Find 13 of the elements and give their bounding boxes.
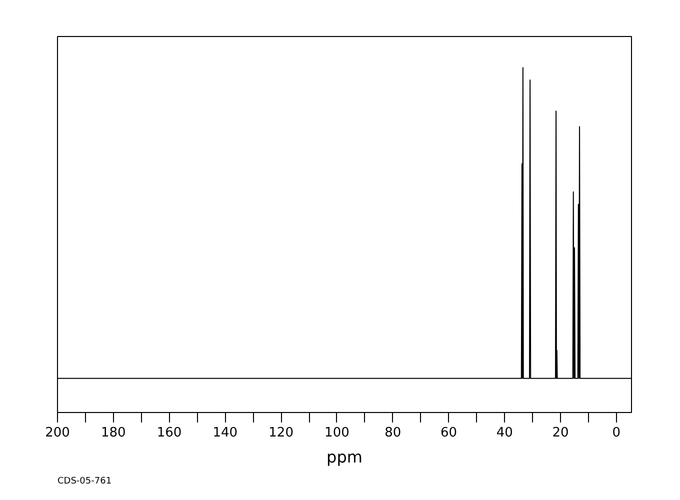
x-tick-label: 100 [324, 426, 350, 440]
x-tick-label: 180 [100, 426, 126, 440]
x-tick-label: 0 [612, 426, 621, 440]
x-tick-label: 60 [440, 426, 458, 440]
x-axis-title: ppm [326, 448, 362, 466]
x-tick-label: 20 [552, 426, 569, 440]
text: CDS-05-761 [58, 476, 112, 486]
x-tick-label: 40 [496, 426, 513, 440]
x-tick-label: 120 [268, 426, 294, 440]
x-tick-label: 80 [384, 426, 402, 440]
x-tick-label: 200 [45, 426, 70, 440]
x-tick-label: 140 [212, 426, 238, 440]
x-tick-label: 160 [156, 426, 182, 440]
